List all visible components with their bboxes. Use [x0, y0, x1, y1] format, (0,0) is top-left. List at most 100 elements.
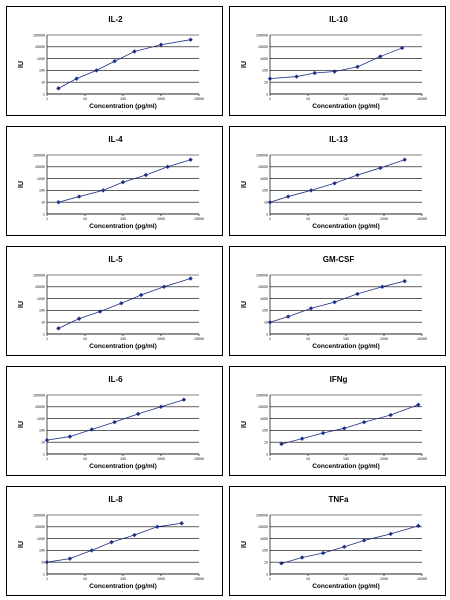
chart-panel-gm-csf: GM-CSF 1 10 100 1000 10000 100000 1 10 100 1000 100… [229, 246, 446, 356]
x-tick-label: 10000 [417, 97, 427, 101]
data-point [332, 181, 337, 186]
x-tick-label: 100 [343, 217, 349, 221]
x-tick-label: 10000 [194, 217, 204, 221]
x-axis-label: Concentration (pg/ml) [312, 223, 380, 230]
x-tick-label: 10 [306, 457, 310, 461]
x-tick-label: 10 [83, 337, 87, 341]
y-tick-label: 10 [264, 441, 268, 445]
y-tick-label: 10000 [35, 285, 45, 289]
x-tick-label: 1000 [380, 217, 388, 221]
y-tick-label: 1 [43, 572, 45, 576]
x-tick-label: 1000 [380, 337, 388, 341]
y-tick-label: 1 [43, 92, 45, 96]
chart-title: IL-13 [329, 135, 348, 144]
x-tick-label: 1000 [157, 577, 165, 581]
x-tick-label: 1000 [380, 97, 388, 101]
data-point [308, 306, 314, 311]
data-point [399, 45, 405, 51]
y-tick-label: 10000 [258, 525, 268, 529]
y-tick-label: 1000 [37, 57, 45, 61]
x-tick-label: 1000 [157, 457, 165, 461]
data-point [158, 404, 164, 409]
data-point [74, 76, 79, 81]
x-axis-label: Concentration (pg/ml) [312, 583, 380, 590]
data-point [285, 314, 291, 319]
y-tick-label: 100 [39, 429, 45, 433]
chart-panel-il-6: IL-6 1 10 100 1000 10000 100000 1 10 100 1000 10000… [6, 366, 223, 476]
y-axis-label: IU [18, 541, 25, 548]
y-tick-label: 10 [41, 441, 45, 445]
y-axis-label: IU [18, 301, 25, 308]
data-point [294, 74, 299, 79]
y-tick-label: 100000 [256, 393, 268, 397]
y-tick-label: 1000 [260, 297, 268, 301]
y-axis-label: IU [18, 61, 25, 68]
data-point [355, 172, 360, 178]
data-point [378, 54, 383, 59]
x-tick-label: 1 [269, 217, 271, 221]
y-tick-label: 1000 [37, 297, 45, 301]
data-point [402, 157, 407, 162]
y-tick-label: 10 [264, 561, 268, 565]
y-tick-label: 100000 [33, 153, 45, 157]
y-axis-label: IU [241, 301, 248, 308]
y-tick-label: 10 [41, 81, 45, 85]
data-point [388, 412, 393, 418]
x-axis-label: Concentration (pg/ml) [89, 103, 157, 110]
chart-title: TNFa [329, 495, 350, 504]
data-point [342, 426, 347, 431]
y-tick-label: 1 [43, 332, 45, 336]
chart-svg: IL-5 1 10 100 1000 10000 100000 1 10 100 1000 10000… [18, 255, 204, 350]
x-axis-label: Concentration (pg/ml) [89, 583, 157, 590]
data-point [165, 164, 170, 169]
series-line [46, 522, 182, 563]
x-tick-label: 100 [120, 577, 126, 581]
x-tick-label: 10000 [194, 457, 204, 461]
data-point [109, 539, 114, 545]
data-point [94, 68, 99, 73]
x-tick-label: 10000 [417, 577, 427, 581]
x-tick-label: 1000 [157, 337, 165, 341]
chart-svg: IL-8 1 10 100 1000 10000 100000 1 10 100 1000 10000… [18, 495, 204, 590]
x-axis-label: Concentration (pg/ml) [89, 463, 157, 470]
chart-svg: IL-13 1 10 100 1000 10000 100000 1 10 100 1000 1000… [241, 135, 427, 230]
data-point [285, 194, 291, 199]
y-tick-label: 1000 [37, 417, 45, 421]
data-point [388, 531, 393, 537]
y-tick-label: 10 [264, 201, 268, 205]
chart-title: GM-CSF [323, 255, 355, 264]
x-tick-label: 1 [46, 577, 48, 581]
data-point [67, 556, 73, 561]
x-axis-label: Concentration (pg/ml) [89, 343, 157, 350]
data-point [135, 411, 141, 417]
y-tick-label: 100000 [256, 513, 268, 517]
y-axis-label: IU [18, 181, 25, 188]
data-point [188, 37, 193, 42]
x-tick-label: 10000 [194, 337, 204, 341]
data-point [97, 309, 103, 314]
y-tick-label: 10 [41, 201, 45, 205]
y-tick-label: 1000 [260, 57, 268, 61]
chart-title: IL-4 [108, 135, 123, 144]
data-point [188, 157, 193, 162]
x-axis-label: Concentration (pg/ml) [312, 343, 380, 350]
data-point [320, 550, 326, 556]
x-tick-label: 1 [46, 97, 48, 101]
y-axis-label: IU [241, 61, 248, 68]
chart-panel-il-10: IL-10 1 10 100 1000 10000 100000 1 10 100 1000 1000… [229, 6, 446, 116]
data-point [44, 437, 50, 443]
data-point [380, 284, 385, 289]
x-tick-label: 10000 [417, 457, 427, 461]
data-point [132, 532, 137, 538]
data-point [56, 200, 61, 205]
x-tick-label: 100 [120, 217, 126, 221]
y-tick-label: 10 [41, 321, 45, 325]
x-tick-label: 1 [269, 577, 271, 581]
x-tick-label: 100 [120, 97, 126, 101]
x-tick-label: 1 [46, 457, 48, 461]
chart-svg: IL-10 1 10 100 1000 10000 100000 1 10 100 1000 1000… [241, 15, 427, 110]
data-point [267, 200, 273, 205]
x-tick-label: 1 [269, 97, 271, 101]
chart-title: IL-10 [329, 15, 348, 24]
data-point [320, 430, 326, 436]
